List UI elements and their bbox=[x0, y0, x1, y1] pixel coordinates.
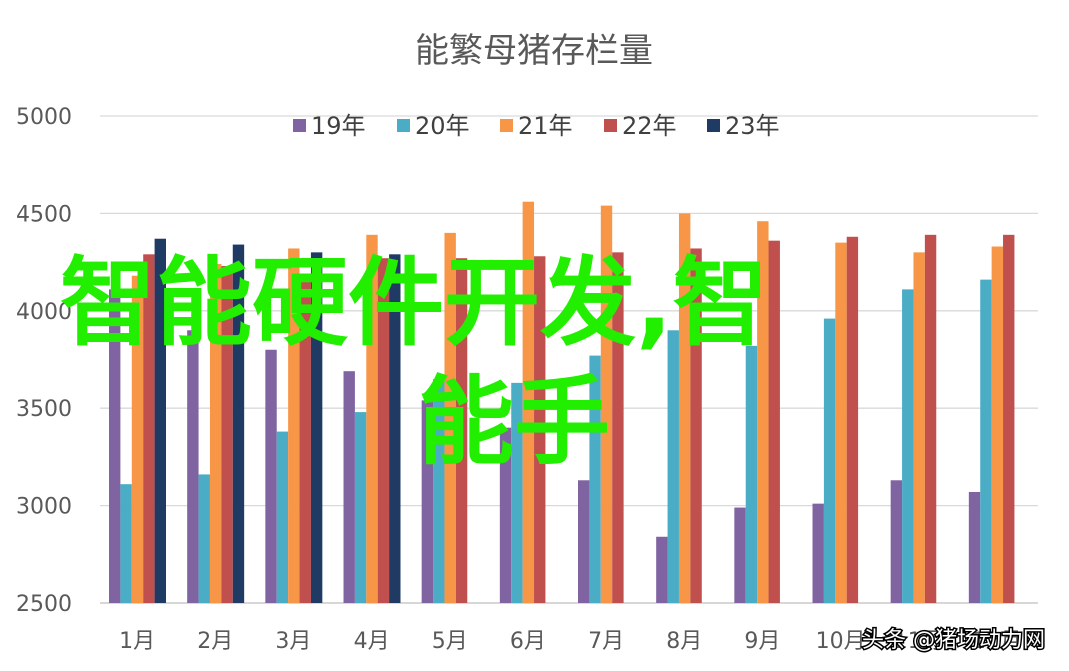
bar-22年-2月 bbox=[221, 265, 233, 603]
bar-22年-12月 bbox=[1003, 234, 1015, 603]
bar-19年-3月 bbox=[265, 349, 277, 603]
overlay-line-1: 智能硬件开发,智 bbox=[60, 247, 768, 359]
bar-19年-11月 bbox=[890, 480, 903, 603]
bar-20年-9月 bbox=[745, 345, 758, 603]
legend-label: 20年 bbox=[415, 112, 470, 140]
bar-20年-12月 bbox=[980, 279, 992, 603]
legend-label: 19年 bbox=[311, 112, 366, 140]
bar-22年-7月 bbox=[612, 252, 624, 604]
bar-21年-6月 bbox=[522, 201, 535, 603]
x-tick-label: 2月 bbox=[197, 629, 233, 654]
bar-22年-5月 bbox=[455, 258, 468, 603]
bar-23年-1月 bbox=[154, 238, 166, 603]
bar-20年-2月 bbox=[198, 474, 210, 603]
x-axis-ticks: 1月 2月 3月 4月 5月 6月 7月 8月 9月 10月 11月 12月 bbox=[119, 629, 1022, 654]
legend-swatch bbox=[500, 119, 513, 132]
bar-20年-8月 bbox=[667, 330, 679, 603]
bar-21年-11月 bbox=[913, 252, 925, 604]
bar-19年-5月 bbox=[421, 400, 434, 603]
bar-22年-3月 bbox=[299, 275, 311, 603]
bar-21年-7月 bbox=[600, 205, 613, 603]
y-tick-label: 4000 bbox=[16, 300, 72, 325]
x-tick-label: 11月 bbox=[894, 629, 944, 654]
x-tick-label: 10月 bbox=[816, 629, 866, 654]
y-tick-label: 2500 bbox=[16, 592, 72, 617]
bar-23年-4月 bbox=[389, 254, 401, 604]
legend-label: 21年 bbox=[518, 112, 573, 140]
legend: 19年 20年 21年 22年 23年 bbox=[293, 112, 780, 140]
bar-19年-4月 bbox=[343, 371, 355, 603]
bar-20年-7月 bbox=[589, 355, 601, 603]
bar-22年-9月 bbox=[768, 240, 780, 603]
bar-23年-3月 bbox=[310, 252, 323, 604]
y-tick-label: 3500 bbox=[16, 397, 72, 422]
bar-20年-4月 bbox=[354, 412, 367, 603]
legend-swatch bbox=[604, 119, 617, 132]
bar-22年-8月 bbox=[690, 248, 702, 604]
bar-22年-4月 bbox=[377, 258, 390, 603]
bar-19年-12月 bbox=[968, 491, 981, 603]
x-tick-label: 8月 bbox=[666, 629, 702, 654]
bar-20年-1月 bbox=[120, 484, 132, 603]
bar-22年-11月 bbox=[924, 234, 937, 603]
x-tick-label: 7月 bbox=[588, 629, 624, 654]
x-tick-label: 12月 bbox=[972, 629, 1022, 654]
bar-21年-1月 bbox=[131, 275, 144, 603]
bar-19年-1月 bbox=[109, 289, 121, 603]
legend-swatch bbox=[293, 119, 306, 132]
watermark: 头条 @猪场动力网 bbox=[862, 628, 1045, 653]
bar-21年-4月 bbox=[366, 234, 378, 603]
bar-21年-2月 bbox=[209, 264, 222, 603]
chart-title: 能繁母猪存栏量 bbox=[415, 31, 653, 71]
bar-19年-8月 bbox=[656, 536, 668, 603]
bar-19年-9月 bbox=[734, 507, 746, 603]
bar-21年-3月 bbox=[288, 248, 300, 604]
bar-21年-5月 bbox=[444, 232, 456, 603]
grid-lines bbox=[100, 115, 1038, 604]
x-tick-label: 1月 bbox=[119, 629, 155, 654]
overlay-text: 智能硬件开发,智 能手 bbox=[60, 247, 768, 478]
bar-20年-3月 bbox=[276, 431, 289, 603]
y-tick-label: 4500 bbox=[16, 202, 72, 227]
bar-23年-2月 bbox=[232, 244, 245, 603]
bar-19年-6月 bbox=[499, 427, 512, 603]
bar-22年-10月 bbox=[846, 236, 859, 603]
legend-label: 23年 bbox=[725, 112, 780, 140]
legend-label: 22年 bbox=[622, 112, 677, 140]
x-tick-label: 9月 bbox=[744, 629, 780, 654]
legend-swatch bbox=[707, 119, 720, 132]
bar-21年-10月 bbox=[835, 242, 847, 603]
x-tick-label: 6月 bbox=[510, 629, 546, 654]
y-tick-label: 3000 bbox=[16, 495, 72, 520]
bar-19年-7月 bbox=[578, 480, 590, 603]
y-tick-label: 5000 bbox=[16, 105, 72, 130]
bar-20年-5月 bbox=[433, 378, 445, 603]
bar-21年-8月 bbox=[678, 213, 691, 603]
bar-21年-9月 bbox=[757, 221, 769, 603]
bar-20年-10月 bbox=[823, 318, 836, 603]
bar-19年-10月 bbox=[812, 503, 824, 603]
y-axis-ticks: 2500 3000 3500 4000 4500 5000 bbox=[16, 105, 72, 617]
bar-20年-6月 bbox=[511, 382, 523, 603]
bar-20年-11月 bbox=[902, 289, 914, 603]
bars bbox=[109, 201, 1015, 604]
bar-19年-2月 bbox=[187, 330, 199, 603]
x-tick-label: 5月 bbox=[432, 629, 468, 654]
x-tick-label: 3月 bbox=[275, 629, 311, 654]
bar-21年-12月 bbox=[991, 246, 1004, 604]
legend-swatch bbox=[397, 119, 410, 132]
x-tick-label: 4月 bbox=[354, 629, 390, 654]
bar-22年-6月 bbox=[534, 256, 546, 603]
overlay-line-2: 能手 bbox=[418, 366, 610, 478]
bar-22年-1月 bbox=[143, 254, 155, 604]
